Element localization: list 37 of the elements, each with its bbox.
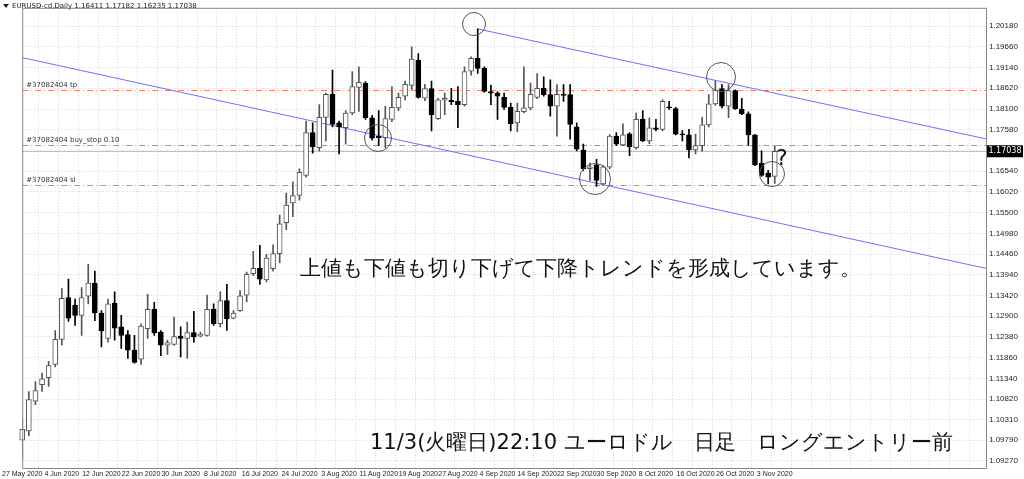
y-tick-label: 1.12900: [989, 311, 1019, 321]
y-tick-label: 1.18100: [989, 104, 1019, 114]
candlestick: [356, 66, 362, 112]
candlestick: [653, 119, 659, 132]
y-tick-label: 1.14980: [989, 228, 1019, 238]
annotation: ?: [776, 145, 788, 170]
candlestick: [184, 321, 191, 359]
y-tick-label: 1.20180: [989, 21, 1019, 31]
y-tick-label: 1.10310: [989, 414, 1019, 424]
candlestick: [488, 84, 494, 105]
y-tick-label: 1.16020: [989, 187, 1019, 197]
annotation: 11/3(火曜日)22:10 ユーロドル 日足 ロングエントリー前: [370, 430, 953, 454]
y-tick-label: 1.12380: [989, 332, 1019, 342]
y-tick-label: 1.11860: [989, 352, 1018, 362]
candlestick: [250, 250, 257, 276]
y-tick-label: 1.13420: [989, 290, 1019, 300]
candlestick: [290, 181, 296, 217]
candlestick: [191, 311, 197, 343]
candlestick: [441, 92, 448, 115]
y-tick-label: 1.19140: [989, 62, 1019, 72]
candlestick: [455, 86, 461, 129]
candlestick: [666, 101, 672, 110]
y-tick-label: 1.10820: [989, 394, 1019, 404]
candlestick: [521, 66, 527, 114]
y-tick-label: 1.15500: [989, 207, 1019, 217]
y-tick-label: 1.16540: [989, 166, 1019, 176]
y-tick-label: 1.17580: [989, 124, 1019, 134]
y-tick-label: 1.19660: [989, 42, 1019, 52]
y-tick-label: 1.11340: [989, 373, 1018, 383]
candlestick: [554, 84, 560, 137]
y-tick-label: 1.09270: [989, 456, 1019, 466]
y-tick-label: 1.18620: [989, 83, 1019, 93]
y-tick-label: 1.14460: [989, 249, 1019, 259]
annotation: 上値も下値も切り下げて下降トレンドを形成しています。: [300, 256, 861, 280]
ref-line-label: 1.17038: [988, 146, 1022, 156]
y-tick-label: 1.13940: [989, 269, 1019, 279]
y-tick-label: 1.09790: [989, 435, 1019, 445]
